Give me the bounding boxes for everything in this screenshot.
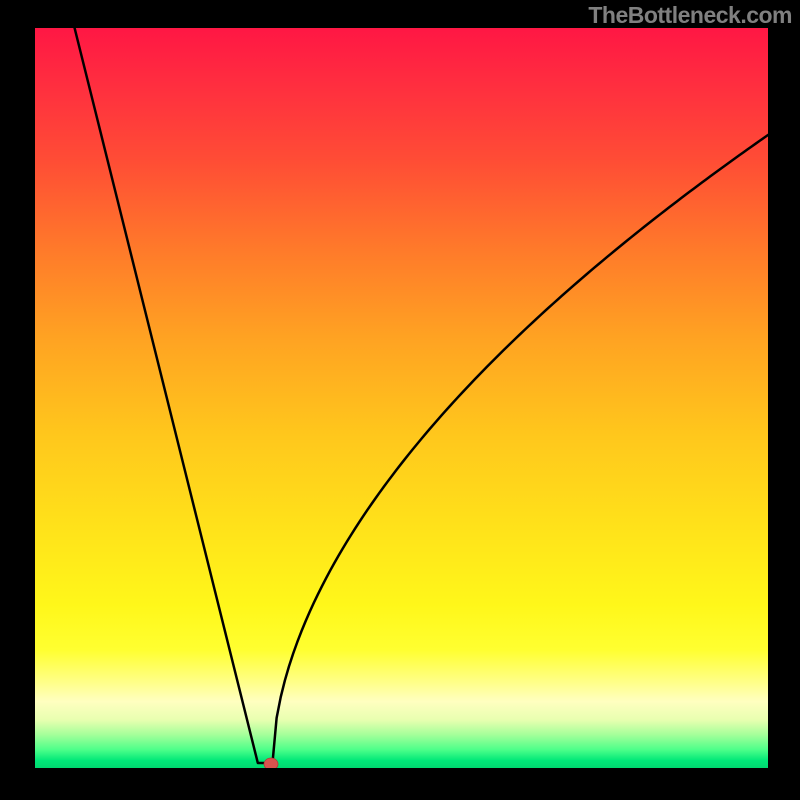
- plot-background: [35, 28, 768, 768]
- chart-container: TheBottleneck.com: [0, 0, 800, 800]
- watermark-text: TheBottleneck.com: [588, 2, 792, 29]
- bottleneck-chart: [0, 0, 800, 800]
